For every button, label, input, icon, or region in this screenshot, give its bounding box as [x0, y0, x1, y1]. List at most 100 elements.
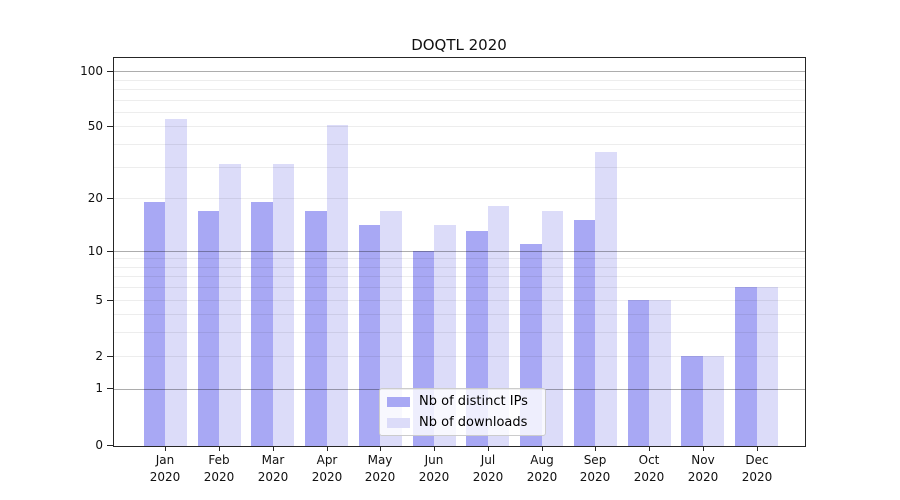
gridline-minor — [114, 276, 805, 278]
x-tick-label: Jan 2020 — [135, 452, 195, 486]
x-tick-month: Jul — [480, 453, 496, 467]
bar-downloads-sep — [595, 152, 617, 446]
bar-downloads-nov — [702, 355, 725, 446]
bar-ips-oct — [627, 299, 649, 446]
bar-downloads-apr — [326, 124, 349, 446]
x-tick-month: Sep — [583, 453, 607, 467]
gridline-minor — [114, 88, 805, 90]
legend-swatch-ips-icon — [387, 396, 410, 407]
x-tick-label: Mar 2020 — [243, 452, 303, 486]
bar-ips-feb — [197, 210, 220, 446]
x-tick-mark — [434, 447, 435, 451]
bar-downloads-jul — [487, 206, 510, 446]
gridline-minor — [114, 126, 805, 128]
bar-downloads-may — [380, 210, 402, 446]
x-tick-mark — [380, 447, 381, 451]
gridline-minor — [114, 314, 805, 316]
x-tick-month: Oct — [638, 453, 660, 467]
x-tick-year: 2020 — [526, 470, 558, 484]
y-tick-mark — [107, 300, 113, 301]
x-tick-year: 2020 — [472, 470, 504, 484]
bar-downloads-mar — [272, 164, 295, 446]
x-tick-month: Feb — [208, 453, 230, 467]
gridline-minor — [114, 99, 805, 101]
x-tick-month: Jan — [155, 453, 175, 467]
x-tick-month: May — [367, 453, 393, 467]
x-tick-label: Feb 2020 — [189, 452, 249, 486]
x-tick-mark — [165, 447, 166, 451]
y-tick-label: 100 — [80, 64, 103, 78]
bar-ips-apr — [305, 210, 327, 446]
x-tick-label: Oct 2020 — [619, 452, 679, 486]
legend: Nb of distinct IPs Nb of downloads — [379, 388, 546, 436]
x-tick-label: Apr 2020 — [297, 452, 357, 486]
y-tick-mark — [107, 445, 113, 446]
x-tick-month: Nov — [691, 453, 715, 467]
x-tick-mark — [327, 447, 328, 451]
x-tick-year: 2020 — [203, 470, 235, 484]
gridline-major — [114, 250, 805, 252]
gridline-minor — [114, 111, 805, 113]
bar-ips-jan — [143, 202, 166, 446]
gridline-minor — [114, 332, 805, 334]
legend-item-downloads: Nb of downloads — [387, 414, 537, 431]
x-tick-mark — [219, 447, 220, 451]
bar-downloads-dec — [756, 287, 778, 446]
x-tick-mark — [595, 447, 596, 451]
x-tick-mark — [542, 447, 543, 451]
legend-label-ips: Nb of distinct IPs — [419, 394, 528, 409]
chart-title: DOQTL 2020 — [411, 36, 507, 54]
y-tick-mark — [107, 251, 113, 252]
y-tick-label: 50 — [87, 119, 103, 133]
y-tick-label: 20 — [87, 191, 103, 205]
gridline-minor — [114, 355, 805, 357]
bar-ips-mar — [251, 202, 273, 446]
x-tick-mark — [649, 447, 650, 451]
y-tick-mark — [107, 356, 113, 357]
y-tick-label: 2 — [95, 349, 103, 363]
y-tick-label: 0 — [95, 438, 103, 452]
x-tick-year: 2020 — [149, 470, 181, 484]
x-tick-year: 2020 — [418, 470, 450, 484]
x-tick-year: 2020 — [633, 470, 665, 484]
gridline-minor — [114, 258, 805, 260]
y-tick-mark — [107, 71, 113, 72]
x-tick-label: Nov 2020 — [673, 452, 733, 486]
gridline-minor — [114, 79, 805, 81]
x-tick-label: Sep 2020 — [565, 452, 625, 486]
x-tick-year: 2020 — [257, 470, 289, 484]
bar-downloads-aug — [541, 210, 563, 446]
x-tick-label: Jun 2020 — [404, 452, 464, 486]
gridline-major — [114, 71, 805, 73]
x-tick-month: Apr — [316, 453, 338, 467]
y-tick-label: 5 — [95, 293, 103, 307]
bar-downloads-jan — [165, 118, 187, 446]
x-tick-label: May 2020 — [350, 452, 410, 486]
x-tick-month: Mar — [261, 453, 285, 467]
legend-item-ips: Nb of distinct IPs — [387, 393, 537, 410]
x-tick-mark — [703, 447, 704, 451]
bar-ips-may — [358, 225, 381, 446]
legend-swatch-downloads-icon — [387, 417, 410, 428]
gridline-minor — [114, 299, 805, 301]
y-tick-label: 1 — [95, 381, 103, 395]
x-tick-year: 2020 — [579, 470, 611, 484]
gridline-minor — [114, 287, 805, 289]
x-tick-label: Jul 2020 — [458, 452, 518, 486]
x-tick-mark — [273, 447, 274, 451]
x-tick-year: 2020 — [364, 470, 396, 484]
bar-ips-sep — [573, 220, 596, 446]
x-tick-month: Dec — [745, 453, 769, 467]
y-tick-label: 10 — [87, 244, 103, 258]
bar-ips-nov — [681, 355, 703, 446]
gridline-minor — [114, 144, 805, 145]
gridline-minor — [114, 266, 805, 268]
y-tick-mark — [107, 126, 113, 127]
gridline-minor — [114, 198, 805, 200]
x-tick-year: 2020 — [741, 470, 773, 484]
y-tick-mark — [107, 388, 113, 389]
gridline-minor — [114, 166, 805, 168]
bar-downloads-feb — [219, 164, 241, 446]
x-tick-label: Aug 2020 — [512, 452, 572, 486]
